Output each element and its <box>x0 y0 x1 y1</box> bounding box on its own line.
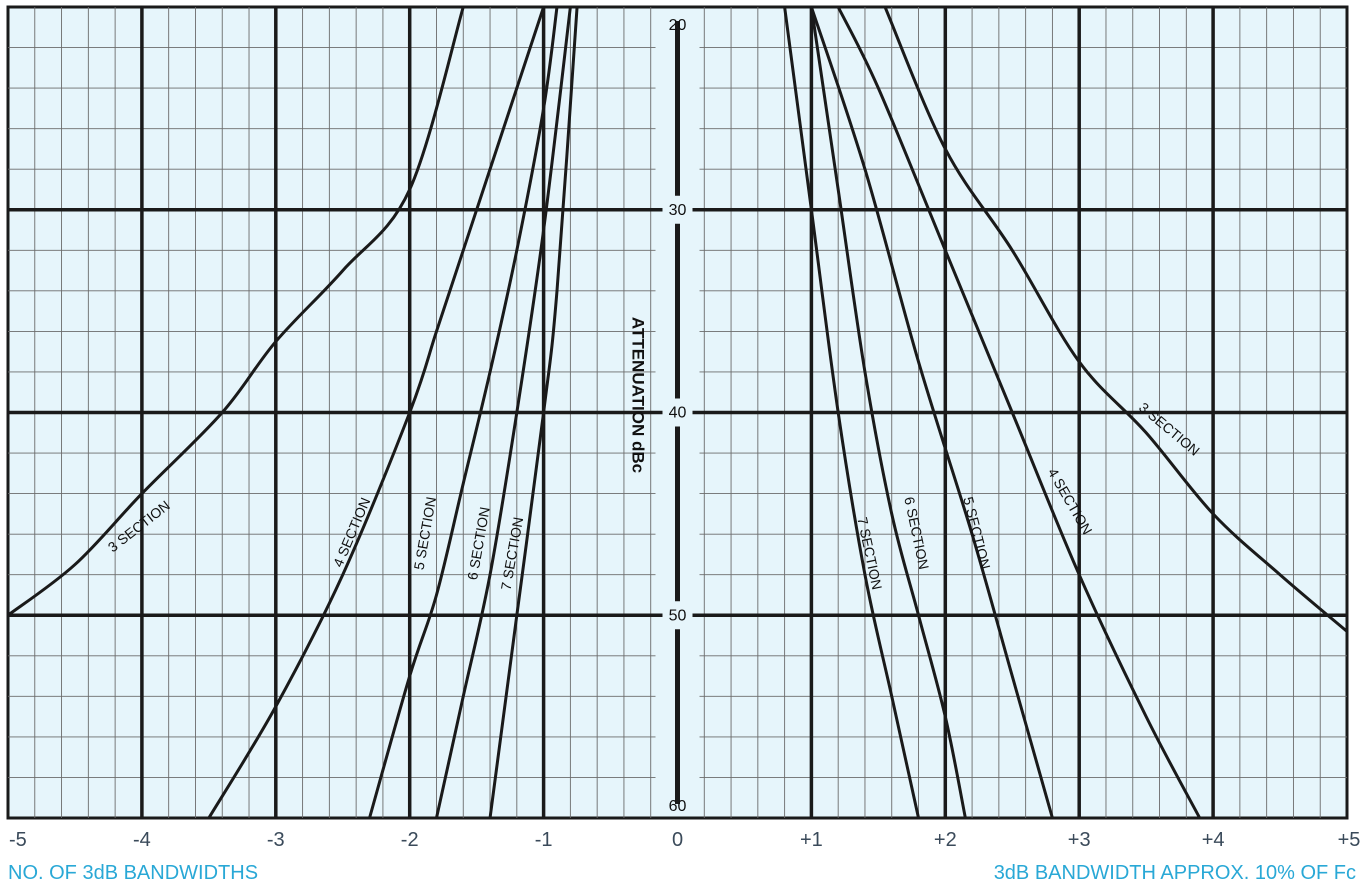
x-tick-label: -3 <box>267 829 285 851</box>
x-tick-labels: -5 -4 -3 -2 -1 0 +1 +2 +3 +4 +5 <box>9 829 1360 851</box>
x-tick-label: +4 <box>1202 829 1225 851</box>
y-tick-label: 30 <box>669 202 687 219</box>
x-tick-label: +5 <box>1338 829 1361 851</box>
footer-right-note: 3dB BANDWIDTH APPROX. 10% OF Fc <box>994 862 1356 885</box>
x-tick-label: +3 <box>1068 829 1091 851</box>
x-tick-label: -2 <box>401 829 419 851</box>
y-axis-title: ATTENUATION dBc <box>629 317 648 473</box>
x-tick-label: +1 <box>800 829 823 851</box>
x-tick-label: +2 <box>934 829 957 851</box>
y-tick-label: 60 <box>669 798 687 815</box>
x-tick-label: -5 <box>9 829 27 851</box>
footer-left-note: NO. OF 3dB BANDWIDTHS <box>8 862 258 885</box>
y-tick-label: 40 <box>669 405 687 422</box>
x-tick-label: 0 <box>672 829 683 851</box>
y-tick-label: 20 <box>669 17 687 34</box>
y-tick-label: 50 <box>669 607 687 624</box>
x-tick-label: -1 <box>535 829 553 851</box>
x-tick-label: -4 <box>133 829 151 851</box>
